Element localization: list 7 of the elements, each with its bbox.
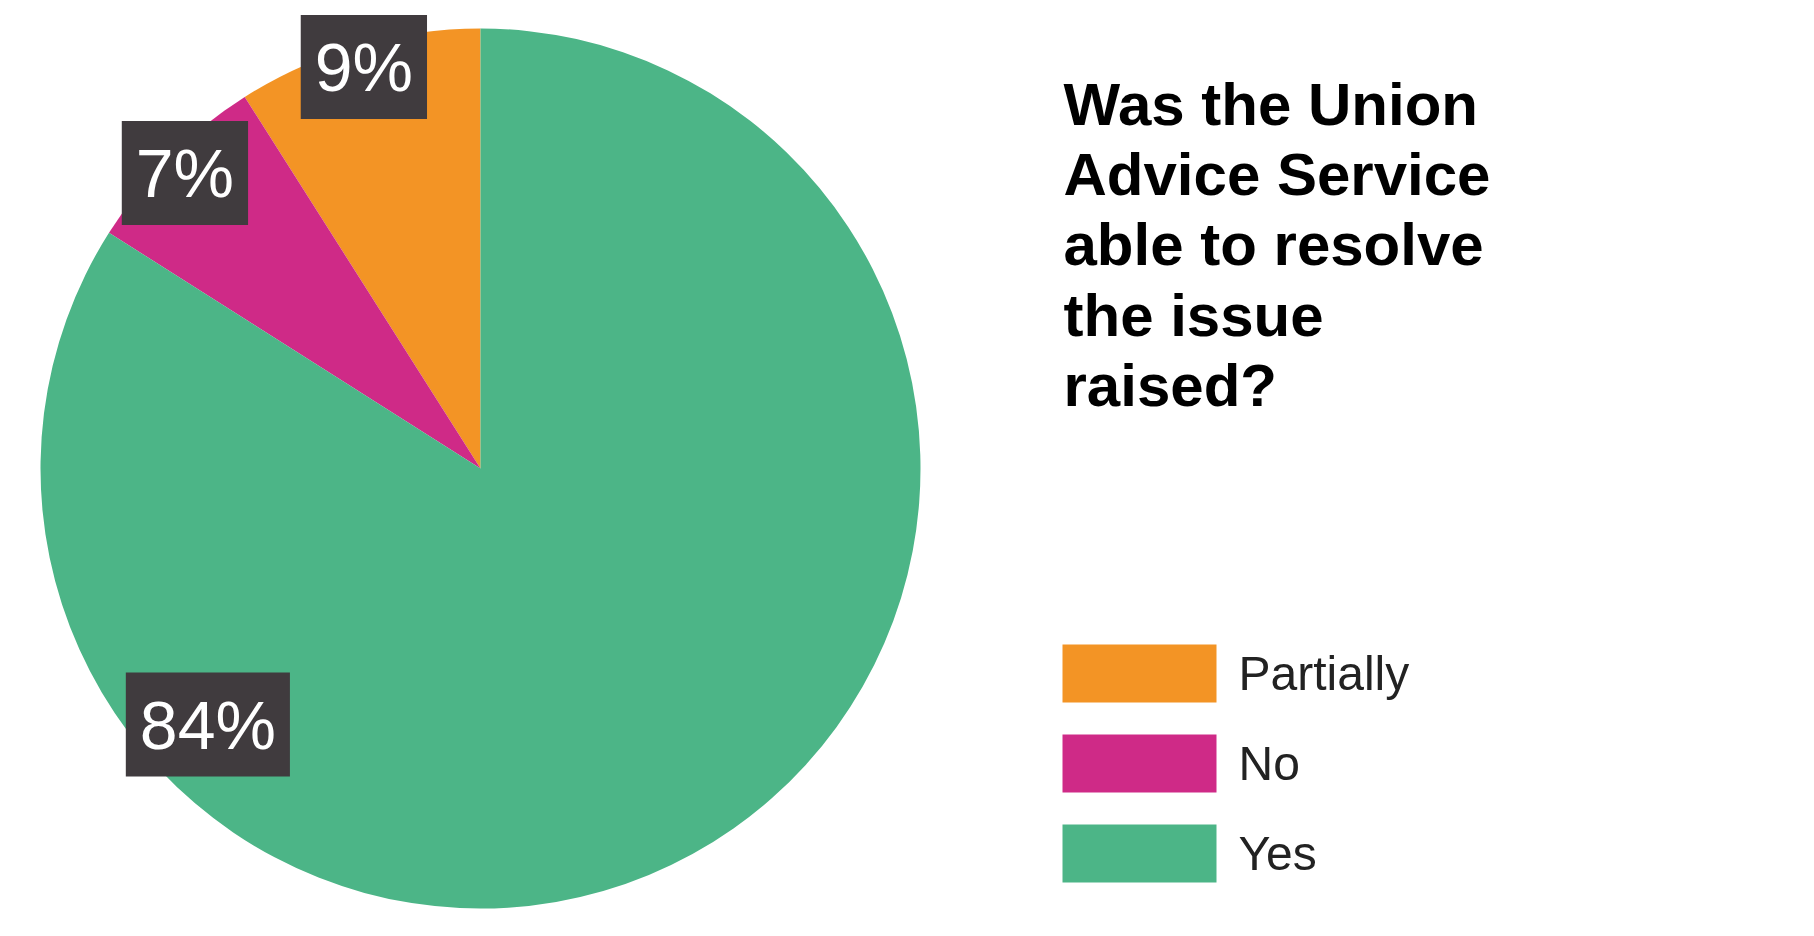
legend-label: No: [1238, 737, 1300, 790]
data-label: 9%: [314, 29, 414, 106]
legend-label: Partially: [1238, 647, 1410, 700]
data-label: 7%: [135, 134, 235, 211]
data-label: 84%: [139, 686, 276, 763]
legend-label: Yes: [1238, 827, 1317, 880]
text: Was the Union Advice Service able to resolve the issue raised?: [1063, 70, 1491, 419]
